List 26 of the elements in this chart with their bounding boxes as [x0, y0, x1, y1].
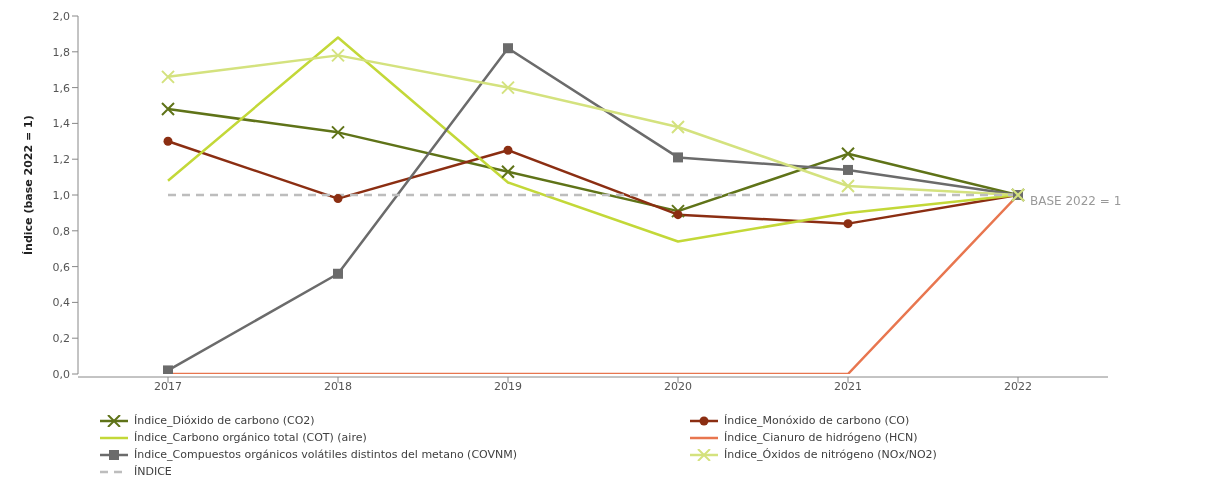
legend-label: Índice_Dióxido de carbono (CO2) — [134, 414, 315, 427]
legend-label: ÍNDICE — [134, 465, 172, 478]
x-tick-label: 2020 — [664, 379, 692, 393]
y-tick-label: 1,0 — [52, 188, 70, 202]
legend-label: Índice_Monóxido de carbono (CO) — [724, 414, 910, 427]
y-tick-label: 0,6 — [52, 260, 70, 274]
y-tick-label: 1,6 — [52, 81, 70, 95]
x-tick-label: 2017 — [154, 379, 182, 393]
y-tick-label: 1,4 — [52, 117, 70, 131]
legend-label: Índice_Óxidos de nitrógeno (NOx/NO2) — [724, 448, 937, 461]
y-tick-label: 0,0 — [52, 367, 70, 381]
y-tick-label: 2,0 — [52, 9, 70, 23]
y-tick-label: 1,8 — [52, 45, 70, 59]
x-tick-label: 2018 — [324, 379, 352, 393]
y-tick-label: 1,2 — [52, 153, 70, 167]
x-tick-label: 2022 — [1004, 379, 1032, 393]
annotation: BASE 2022 = 1 — [1030, 194, 1122, 209]
legend-label: Índice_Compuestos orgánicos volátiles distintos del metano (COVNM) — [134, 448, 518, 461]
y-tick-label: 0,2 — [52, 332, 70, 346]
y-axis-title: Índice (base 2022 = 1) — [21, 115, 35, 255]
y-tick-label: 0,8 — [52, 224, 70, 238]
y-tick-label: 0,4 — [52, 296, 70, 310]
legend-label: Índice_Cianuro de hidrógeno (HCN) — [724, 431, 918, 444]
legend-label: Índice_Carbono orgánico total (COT) (aire) — [134, 431, 367, 444]
x-tick-label: 2021 — [834, 379, 862, 393]
x-tick-label: 2019 — [494, 379, 522, 393]
